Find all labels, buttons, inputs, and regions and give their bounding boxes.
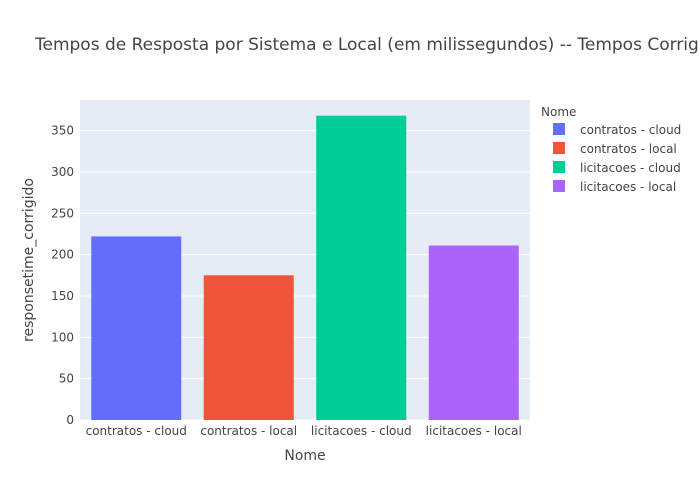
- y-tick-label: 250: [51, 206, 74, 220]
- legend-swatch[interactable]: [553, 161, 565, 173]
- x-tick-label: contratos - cloud: [86, 424, 187, 438]
- y-tick-label: 0: [66, 413, 74, 427]
- y-axis-ticks: 0 50 100 150 200 250 300 350: [51, 124, 74, 427]
- legend-label[interactable]: licitacoes - cloud: [580, 161, 681, 175]
- legend-label[interactable]: contratos - local: [580, 142, 677, 156]
- y-tick-label: 50: [59, 372, 74, 386]
- x-tick-label: contratos - local: [200, 424, 297, 438]
- legend-swatch[interactable]: [553, 142, 565, 154]
- legend: Nome contratos - cloud contratos - local l…: [541, 105, 681, 194]
- bars: [91, 115, 519, 420]
- legend-label[interactable]: contratos - cloud: [580, 123, 681, 137]
- bar-3[interactable]: [316, 115, 407, 420]
- y-tick-label: 350: [51, 124, 74, 138]
- legend-label[interactable]: licitacoes - local: [580, 180, 676, 194]
- y-tick-label: 150: [51, 289, 74, 303]
- bar-2[interactable]: [203, 275, 294, 420]
- y-tick-label: 100: [51, 330, 74, 344]
- bar-1[interactable]: [91, 236, 182, 420]
- legend-title: Nome: [541, 105, 576, 119]
- bar-4[interactable]: [428, 245, 519, 420]
- chart-title: Tempos de Resposta por Sistema e Local (…: [34, 35, 700, 55]
- y-tick-label: 300: [51, 165, 74, 179]
- x-tick-label: licitacoes - cloud: [311, 424, 412, 438]
- x-axis-title: Nome: [284, 448, 325, 464]
- y-tick-label: 200: [51, 248, 74, 262]
- x-axis-ticks: contratos - cloud contratos - local licita…: [86, 424, 522, 438]
- legend-swatch[interactable]: [553, 123, 565, 135]
- y-axis-title: responsetime_corrigido: [21, 178, 37, 342]
- legend-swatch[interactable]: [553, 180, 565, 192]
- x-tick-label: licitacoes - local: [426, 424, 522, 438]
